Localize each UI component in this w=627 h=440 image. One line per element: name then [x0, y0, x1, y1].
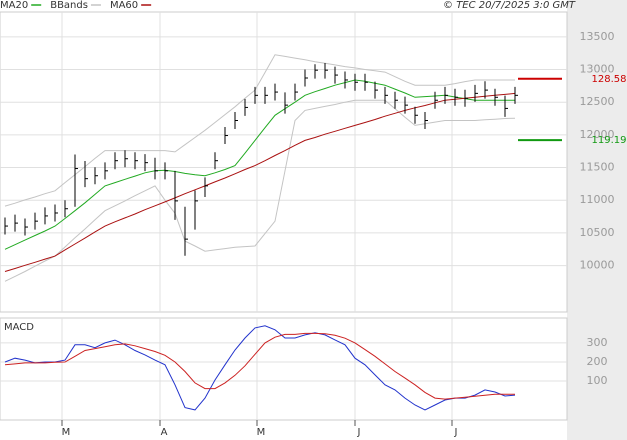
- macd-panel: [0, 317, 568, 421]
- y-tick-label: 200: [587, 355, 608, 368]
- x-tick-label: M: [257, 427, 266, 438]
- ma-line: [4, 92, 516, 272]
- legend-label: BBands: [50, 0, 88, 11]
- y-tick-label: 13000: [580, 63, 615, 76]
- band-lower: [4, 99, 516, 282]
- y-tick-label: 100: [587, 374, 608, 387]
- x-tick-label: A: [161, 427, 168, 438]
- y-tick-label: 11500: [580, 161, 615, 174]
- y-tick-label: 12500: [580, 95, 615, 108]
- legend-label: MA20: [0, 0, 28, 11]
- macd-line: [4, 332, 515, 400]
- y-tick-label: 11000: [580, 193, 615, 206]
- price-panel: [0, 11, 568, 313]
- x-tick-label: J: [454, 427, 458, 438]
- y-tick-label: 300: [587, 336, 608, 349]
- band-upper: [4, 54, 515, 207]
- y-tick-label: 13500: [580, 30, 615, 43]
- macd-line: [4, 325, 516, 411]
- x-tick-label: M: [62, 427, 71, 438]
- y-tick-label: 10500: [580, 226, 615, 239]
- legend-label: MA60: [110, 0, 138, 11]
- y-tick-label: 12000: [580, 128, 615, 141]
- axis-strip: [567, 0, 627, 440]
- level-label: 119.19: [592, 135, 627, 146]
- ma-line: [4, 79, 515, 250]
- x-tick-label: J: [357, 427, 361, 438]
- panel-title: MACD: [4, 322, 34, 333]
- level-label: 128.58: [592, 74, 627, 85]
- y-tick-label: 10000: [580, 259, 615, 272]
- header: © TEC 20/7/2025 3:0 GMT: [443, 0, 576, 11]
